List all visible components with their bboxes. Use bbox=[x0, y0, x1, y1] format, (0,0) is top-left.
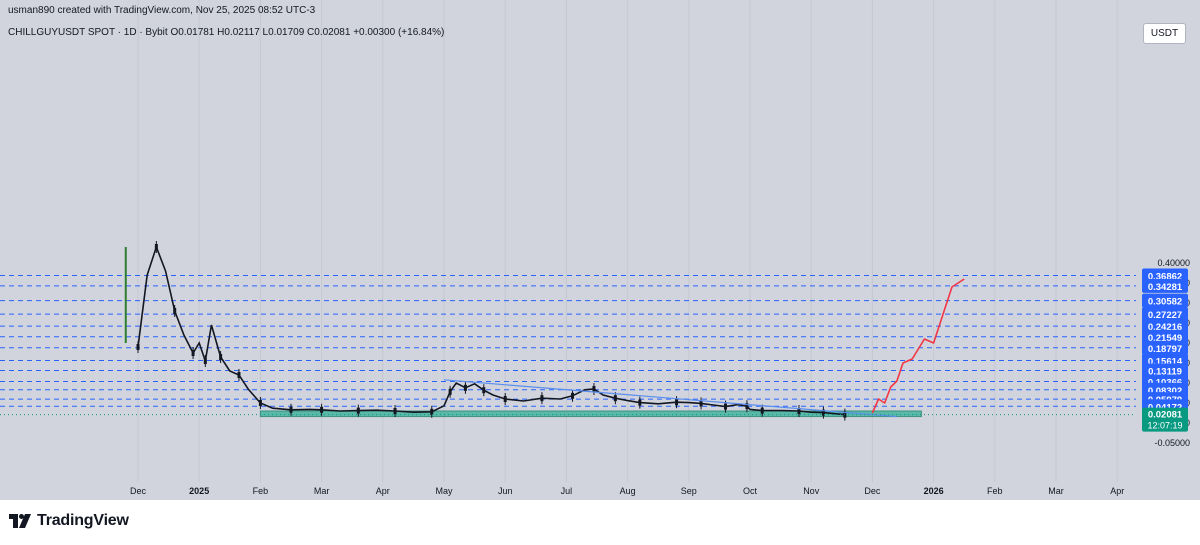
candle-body bbox=[448, 388, 452, 395]
level-badge bbox=[1142, 363, 1188, 378]
candle-body bbox=[289, 406, 293, 413]
candle-body bbox=[503, 396, 507, 402]
x-axis-tick-label: Feb bbox=[987, 486, 1003, 496]
tradingview-logo-icon bbox=[9, 514, 31, 528]
candle-body bbox=[136, 344, 140, 350]
candle-body bbox=[760, 407, 764, 414]
x-axis-tick-label: Apr bbox=[1110, 486, 1124, 496]
level-badge-label: 0.21549 bbox=[1148, 333, 1182, 344]
x-axis-tick-label: Mar bbox=[1048, 486, 1064, 496]
y-axis-tick-label: -0.05000 bbox=[1154, 438, 1190, 448]
x-axis-tick-label: Oct bbox=[743, 486, 758, 496]
candle-body bbox=[482, 387, 486, 394]
candle-body bbox=[699, 400, 703, 407]
chart-area[interactable]: Dec 2025 Feb Mar Apr May Jun Jul Aug Sep Oct Nov Dec… bbox=[0, 0, 1200, 500]
level-badge-label: 0.13119 bbox=[1148, 367, 1182, 378]
level-badge-label: 0.34281 bbox=[1148, 282, 1183, 293]
level-badge bbox=[1142, 278, 1188, 293]
candle-body bbox=[356, 407, 360, 414]
current-price-label: 0.02081 bbox=[1148, 410, 1183, 421]
candle-body bbox=[821, 409, 825, 416]
x-axis-tick-label: Dec bbox=[130, 486, 147, 496]
current-price-badge bbox=[1142, 407, 1188, 432]
candle-body bbox=[393, 408, 397, 414]
currency-selector[interactable]: USDT bbox=[1143, 23, 1186, 44]
level-badge-label: 0.08302 bbox=[1148, 386, 1182, 397]
symbol-ohlc-line: CHILLGUYUSDT SPOT · 1D · Bybit O0.01781 … bbox=[8, 27, 445, 38]
candle-body bbox=[173, 308, 177, 314]
projection-path bbox=[871, 278, 965, 414]
chart-background bbox=[0, 0, 1200, 500]
candle-body bbox=[154, 244, 158, 250]
level-badge-label: 0.24216 bbox=[1148, 322, 1182, 333]
candle-body bbox=[320, 406, 324, 413]
brand-name: TradingView bbox=[37, 512, 129, 529]
level-badge-label: 0.36862 bbox=[1148, 272, 1182, 283]
level-badge bbox=[1142, 293, 1188, 308]
x-axis-tick-label: Mar bbox=[314, 486, 330, 496]
support-zone bbox=[259, 410, 922, 418]
footer: TradingView bbox=[0, 500, 1200, 545]
candle-body bbox=[571, 392, 575, 399]
candle-body bbox=[745, 403, 749, 410]
x-axis-tick-label: Nov bbox=[803, 486, 820, 496]
x-axis-tick-label: Dec bbox=[864, 486, 881, 496]
candle-body bbox=[463, 384, 467, 391]
level-badge bbox=[1142, 340, 1188, 355]
candle-body bbox=[430, 408, 434, 415]
level-badge-label: 0.30582 bbox=[1148, 297, 1182, 308]
x-axis-tick-label: Aug bbox=[620, 486, 636, 496]
level-badge-label: 0.15614 bbox=[1148, 357, 1183, 368]
countdown-label: 12:07:19 bbox=[1147, 421, 1182, 431]
x-axis-tick-label: 2026 bbox=[924, 486, 944, 496]
y-axis-tick-label: 0.40000 bbox=[1157, 258, 1190, 268]
candle-body bbox=[592, 386, 596, 392]
candle-body bbox=[638, 399, 642, 406]
level-badge-label: 0.27227 bbox=[1148, 310, 1182, 321]
x-axis-tick-label: Feb bbox=[253, 486, 269, 496]
price-line bbox=[137, 244, 845, 416]
descending-trendline bbox=[443, 379, 897, 418]
level-badge bbox=[1142, 307, 1188, 322]
candle-body bbox=[191, 350, 195, 356]
candle-body bbox=[219, 354, 223, 360]
level-badge bbox=[1142, 319, 1188, 334]
x-axis-tick-label: Jun bbox=[498, 486, 513, 496]
candle-body bbox=[258, 400, 262, 406]
x-axis-tick-label: 2025 bbox=[189, 486, 209, 496]
level-badge bbox=[1142, 329, 1188, 344]
candle-body bbox=[203, 358, 207, 364]
author-line: usman890 created with TradingView.com, N… bbox=[8, 5, 316, 16]
candle-body bbox=[797, 408, 801, 414]
candle-body bbox=[724, 403, 728, 410]
x-axis-tick-label: Sep bbox=[681, 486, 697, 496]
candle-body bbox=[613, 395, 617, 402]
x-axis-tick-label: Apr bbox=[376, 486, 390, 496]
price-chart[interactable]: Dec 2025 Feb Mar Apr May Jun Jul Aug Sep Oct Nov Dec… bbox=[0, 0, 1200, 500]
brand[interactable]: TradingView bbox=[9, 512, 129, 530]
candle-body bbox=[237, 372, 241, 378]
level-badge-label: 0.18797 bbox=[1148, 344, 1182, 355]
candle-body bbox=[675, 399, 679, 406]
x-axis-tick-label: May bbox=[435, 486, 453, 496]
x-axis-tick-label: Jul bbox=[561, 486, 573, 496]
candle-body bbox=[540, 395, 544, 402]
